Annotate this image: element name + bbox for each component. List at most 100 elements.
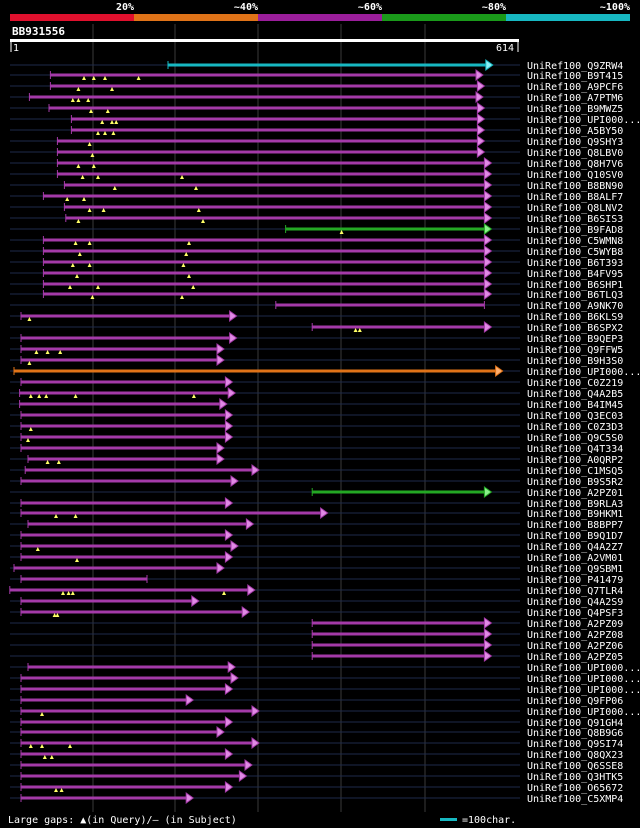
hit-name-label[interactable]: UniRef100_Q4T334 [527,444,623,455]
hit-name-label[interactable]: UniRef100_B4IM45 [527,400,623,411]
hit-row[interactable]: UniRef100_Q9SBM1 [10,562,623,575]
hit-name-label[interactable]: UniRef100_B9QEP3 [527,334,623,345]
hit-row[interactable]: UniRef100_A9PCF6 [10,80,623,93]
hit-row[interactable]: UniRef100_A9NK70 [10,301,623,312]
hit-name-label[interactable]: UniRef100_Q10SV0 [527,170,623,181]
hit-name-label[interactable]: UniRef100_A0QRP2 [527,455,623,466]
hit-name-label[interactable]: UniRef100_B9S5R2 [527,477,623,488]
hit-name-label[interactable]: UniRef100_UPI000... [527,115,640,126]
hit-name-label[interactable]: UniRef100_UPI000... [527,685,640,696]
hit-name-label[interactable]: UniRef100_Q8LNV2 [527,203,623,214]
hit-name-label[interactable]: UniRef100_B9T415 [527,71,623,82]
hit-name-label[interactable]: UniRef100_O65672 [527,783,623,794]
hit-name-label[interactable]: UniRef100_A9PCF6 [527,82,623,93]
hit-row[interactable]: UniRef100_Q4PSF3 [10,606,623,619]
hit-name-label[interactable]: UniRef100_B6KLS9 [527,312,623,323]
hit-row[interactable]: UniRef100_A2PZ06 [10,639,623,652]
hit-row[interactable]: UniRef100_UPI000... [10,683,640,696]
hit-row[interactable]: UniRef100_Q3EC03 [10,409,623,422]
hit-name-label[interactable]: UniRef100_Q7TLR4 [527,586,623,597]
hit-name-label[interactable]: UniRef100_UPI000... [527,663,640,674]
hit-row[interactable]: UniRef100_Q8LNV2 [10,201,623,214]
hit-name-label[interactable]: UniRef100_Q8QX23 [527,750,623,761]
hit-name-label[interactable]: UniRef100_Q8B9G6 [527,728,623,739]
hit-name-label[interactable]: UniRef100_Q8LBV0 [527,148,623,159]
hit-row[interactable]: UniRef100_Q6SSE8 [10,759,623,772]
hit-name-label[interactable]: UniRef100_A7PTM6 [527,93,623,104]
hit-row[interactable]: UniRef100_C5WMN8 [10,234,623,247]
hit-name-label[interactable]: UniRef100_Q4A2Z7 [527,542,623,553]
hit-row[interactable]: UniRef100_A5BY50 [10,124,623,137]
hit-name-label[interactable]: UniRef100_Q9SBM1 [527,564,623,575]
hit-name-label[interactable]: UniRef100_B9MWZ5 [527,104,623,115]
hit-name-label[interactable]: UniRef100_A2PZ09 [527,619,623,630]
hit-name-label[interactable]: UniRef100_UPI000... [527,674,640,685]
hit-name-label[interactable]: UniRef100_B9Q1D7 [527,531,623,542]
hit-name-label[interactable]: UniRef100_Q9FP06 [527,696,623,707]
hit-name-label[interactable]: UniRef100_A2PZ01 [527,488,623,499]
hit-row[interactable]: UniRef100_B8BN90 [10,179,623,192]
hit-row[interactable]: UniRef100_UPI000... [10,365,640,378]
hit-name-label[interactable]: UniRef100_Q3HTK5 [527,772,623,783]
hit-row[interactable]: UniRef100_C5XMP4 [10,792,623,805]
hit-name-label[interactable]: UniRef100_Q9SHY3 [527,137,623,148]
hit-row[interactable]: UniRef100_B9FAD8 [10,223,623,236]
hit-row[interactable]: UniRef100_Q4A2B5 [10,387,623,400]
hit-name-label[interactable]: UniRef100_Q4A2B5 [527,389,623,400]
hit-row[interactable]: UniRef100_Q4T334 [10,442,623,455]
hit-name-label[interactable]: UniRef100_B9RLA3 [527,499,623,510]
hit-row[interactable]: UniRef100_A2PZ09 [10,617,623,630]
hit-name-label[interactable]: UniRef100_B6SIS3 [527,214,623,225]
hit-row[interactable]: UniRef100_B8ALF7 [10,190,623,203]
hit-row[interactable]: UniRef100_A2PZ05 [10,650,623,663]
hit-row[interactable]: UniRef100_Q9FFW5 [10,343,623,356]
hit-name-label[interactable]: UniRef100_Q8H7V6 [527,159,623,170]
hit-name-label[interactable]: UniRef100_UPI000... [527,707,640,718]
hit-row[interactable]: UniRef100_B4IM45 [10,398,623,411]
hit-row[interactable]: UniRef100_Q91GH4 [10,716,623,729]
hit-row[interactable]: UniRef100_B6SHP1 [10,278,623,291]
hit-row[interactable]: UniRef100_B4FV95 [10,267,623,280]
hit-name-label[interactable]: UniRef100_A2PZ06 [527,641,623,652]
hit-name-label[interactable]: UniRef100_Q9C5S0 [527,433,623,444]
hit-name-label[interactable]: UniRef100_B6TLQ3 [527,290,623,301]
hit-name-label[interactable]: UniRef100_A2VM01 [527,553,623,564]
hit-row[interactable]: UniRef100_B6SPX2 [10,321,623,334]
hit-name-label[interactable]: UniRef100_B6SPX2 [527,323,623,334]
hit-row[interactable]: UniRef100_Q9ZRW4 [10,59,623,72]
hit-name-label[interactable]: UniRef100_C5WYB8 [527,247,623,258]
hit-row[interactable]: UniRef100_UPI000... [10,672,640,685]
hit-row[interactable]: UniRef100_B6KLS9 [10,310,623,323]
hit-row[interactable]: UniRef100_C0Z219 [10,376,623,389]
hit-row[interactable]: UniRef100_Q3HTK5 [10,770,623,783]
hit-name-label[interactable]: UniRef100_B8ALF7 [527,192,623,203]
hit-name-label[interactable]: UniRef100_Q9SI74 [527,739,623,750]
hit-row[interactable]: UniRef100_UPI000... [10,113,640,126]
hit-name-label[interactable]: UniRef100_A2PZ08 [527,630,623,641]
hit-row[interactable]: UniRef100_A7PTM6 [10,91,623,104]
hit-row[interactable]: UniRef100_B6TLQ3 [10,288,623,301]
hit-name-label[interactable]: UniRef100_C0Z3D3 [527,422,623,433]
hit-name-label[interactable]: UniRef100_Q91GH4 [527,718,623,729]
hit-row[interactable]: UniRef100_Q8H7V6 [10,157,623,170]
hit-name-label[interactable]: UniRef100_B9H3S0 [527,356,623,367]
hit-name-label[interactable]: UniRef100_Q4A2S9 [527,597,623,608]
hit-name-label[interactable]: UniRef100_B6T393 [527,258,623,269]
hit-name-label[interactable]: UniRef100_UPI000... [527,367,640,378]
hit-row[interactable]: UniRef100_Q8LBV0 [10,146,623,159]
hit-row[interactable]: UniRef100_Q10SV0 [10,168,623,181]
hit-row[interactable]: UniRef100_B9H3S0 [10,354,623,367]
hit-row[interactable]: UniRef100_B6SIS3 [10,212,623,225]
hit-name-label[interactable]: UniRef100_A9NK70 [527,301,623,312]
hit-row[interactable]: UniRef100_UPI000... [10,661,640,674]
hit-row[interactable]: UniRef100_B9T415 [10,69,623,82]
hit-row[interactable]: UniRef100_B8BPP7 [10,518,623,531]
hit-name-label[interactable]: UniRef100_B6SHP1 [527,280,623,291]
hit-row[interactable]: UniRef100_Q7TLR4 [9,584,624,597]
hit-name-label[interactable]: UniRef100_P41479 [527,575,623,586]
hit-row[interactable]: UniRef100_Q4A2Z7 [10,540,623,553]
hit-name-label[interactable]: UniRef100_C0Z219 [527,378,623,389]
hit-row[interactable]: UniRef100_B9S5R2 [10,475,623,488]
hit-row[interactable]: UniRef100_C5WYB8 [10,245,623,258]
hit-row[interactable]: UniRef100_B6T393 [10,256,623,269]
